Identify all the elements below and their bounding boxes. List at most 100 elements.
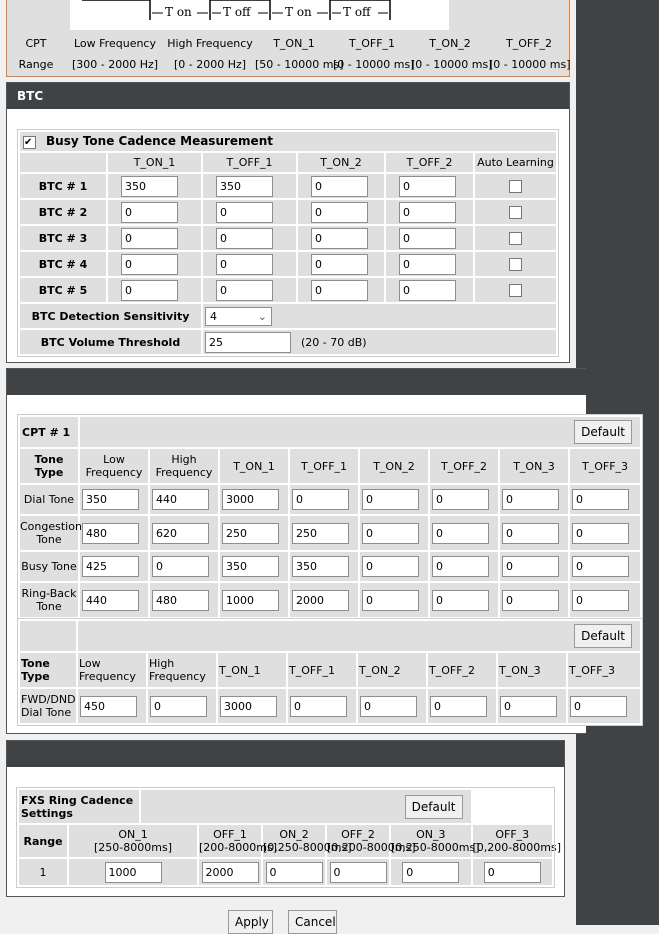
value-input[interactable]: [121, 227, 178, 249]
value-cell: [570, 485, 640, 514]
value-input[interactable]: [311, 253, 368, 275]
value-input[interactable]: [216, 279, 273, 301]
value-input[interactable]: [222, 522, 279, 544]
tone-row: Congestion Tone: [20, 516, 640, 550]
value-input[interactable]: [152, 589, 209, 611]
ring-cadence-panel-header: [7, 741, 564, 767]
value-input[interactable]: [82, 589, 139, 611]
value-input[interactable]: [216, 175, 273, 197]
value-input[interactable]: [292, 556, 349, 577]
auto-learning-checkbox[interactable]: [509, 257, 522, 271]
value-input[interactable]: [152, 489, 209, 510]
value-input[interactable]: [150, 695, 207, 717]
cpt-panel: CPT # 1 Default Tone Type Low Frequency High…: [6, 368, 643, 734]
value-input[interactable]: [399, 227, 456, 249]
value-input[interactable]: [201, 861, 259, 883]
value-input[interactable]: [152, 556, 209, 577]
value-input[interactable]: [82, 522, 139, 544]
value-cell: [430, 516, 498, 550]
value-input[interactable]: [82, 556, 139, 577]
value-input[interactable]: [432, 522, 489, 544]
value-input[interactable]: [572, 589, 629, 611]
column-range: [0,250-8000ms]: [391, 841, 480, 854]
value-input[interactable]: [329, 861, 387, 883]
value-input[interactable]: [216, 227, 273, 249]
value-input[interactable]: [222, 589, 279, 611]
value-input[interactable]: [216, 201, 273, 223]
value-input[interactable]: [121, 279, 178, 301]
value-input[interactable]: [311, 227, 368, 249]
default-button[interactable]: Default: [404, 794, 463, 819]
default-button[interactable]: Default: [574, 420, 632, 444]
value-input[interactable]: [502, 589, 559, 611]
column-range: [250-8000ms]: [94, 841, 172, 854]
value-input[interactable]: [402, 861, 460, 883]
value-input[interactable]: [572, 556, 629, 577]
measurement-checkbox[interactable]: ✔: [23, 135, 36, 149]
value-input[interactable]: [430, 695, 487, 717]
value-input[interactable]: [290, 695, 347, 717]
value-input[interactable]: [362, 556, 419, 577]
ring-row: 1: [19, 859, 552, 885]
value-input[interactable]: [572, 522, 629, 544]
value-input[interactable]: [311, 201, 368, 223]
value-input[interactable]: [399, 175, 456, 197]
value-cell: [386, 226, 473, 250]
value-input[interactable]: [80, 695, 137, 717]
value-input[interactable]: [362, 522, 419, 544]
cadence-diagram: T on T off T on T off: [70, 0, 449, 30]
value-input[interactable]: [311, 175, 368, 197]
volume-input[interactable]: [205, 331, 291, 353]
value-input[interactable]: [432, 489, 489, 510]
value-input[interactable]: [502, 556, 559, 577]
value-input[interactable]: [121, 201, 178, 223]
value-input[interactable]: [216, 253, 273, 275]
value-input[interactable]: [292, 489, 349, 510]
sensitivity-select[interactable]: 4 ⌄: [205, 306, 272, 326]
value-input[interactable]: [82, 489, 139, 510]
value-input[interactable]: [500, 695, 557, 717]
auto-learning-checkbox[interactable]: [509, 283, 522, 297]
value-input[interactable]: [220, 695, 277, 717]
row-label: BTC # 2: [20, 200, 106, 224]
value-input[interactable]: [502, 522, 559, 544]
cpt-reference-panel: T on T off T on T off CPT Low Frequency Hi…: [6, 0, 570, 77]
value-input[interactable]: [570, 695, 627, 717]
value-input[interactable]: [362, 589, 419, 611]
value-cell: [570, 516, 640, 550]
value-input[interactable]: [360, 695, 417, 717]
auto-learning-checkbox[interactable]: [509, 179, 522, 193]
value-input[interactable]: [432, 589, 489, 611]
value-input[interactable]: [222, 489, 279, 510]
auto-learning-checkbox[interactable]: [509, 205, 522, 219]
value-cell: [263, 859, 326, 885]
auto-learning-checkbox[interactable]: [509, 231, 522, 245]
value-input[interactable]: [121, 175, 178, 197]
diagram-label-t-off: T off: [343, 5, 371, 19]
value-input[interactable]: [292, 522, 349, 544]
value-input[interactable]: [483, 861, 541, 883]
tone-type-label: Ring-Back Tone: [20, 583, 78, 617]
value-input[interactable]: [311, 279, 368, 301]
value-input[interactable]: [399, 279, 456, 301]
value-input[interactable]: [362, 489, 419, 510]
value-cell: [218, 689, 286, 723]
value-input[interactable]: [265, 861, 323, 883]
value-input[interactable]: [399, 201, 456, 223]
default-button[interactable]: Default: [574, 624, 632, 648]
value-input[interactable]: [399, 253, 456, 275]
value-input[interactable]: [292, 589, 349, 611]
value-input[interactable]: [502, 489, 559, 510]
value-input[interactable]: [104, 861, 162, 883]
apply-button[interactable]: Apply: [228, 910, 273, 934]
value-cell: [108, 200, 201, 224]
value-input[interactable]: [152, 522, 209, 544]
cpt-table: CPT # 1 Default Tone Type Low Frequency High…: [17, 414, 643, 620]
value-input[interactable]: [222, 556, 279, 577]
cancel-button[interactable]: Cancel: [288, 910, 337, 934]
value-input[interactable]: [432, 556, 489, 577]
value-cell: [298, 200, 384, 224]
value-input[interactable]: [572, 489, 629, 510]
value-input[interactable]: [121, 253, 178, 275]
value-cell: [298, 226, 384, 250]
